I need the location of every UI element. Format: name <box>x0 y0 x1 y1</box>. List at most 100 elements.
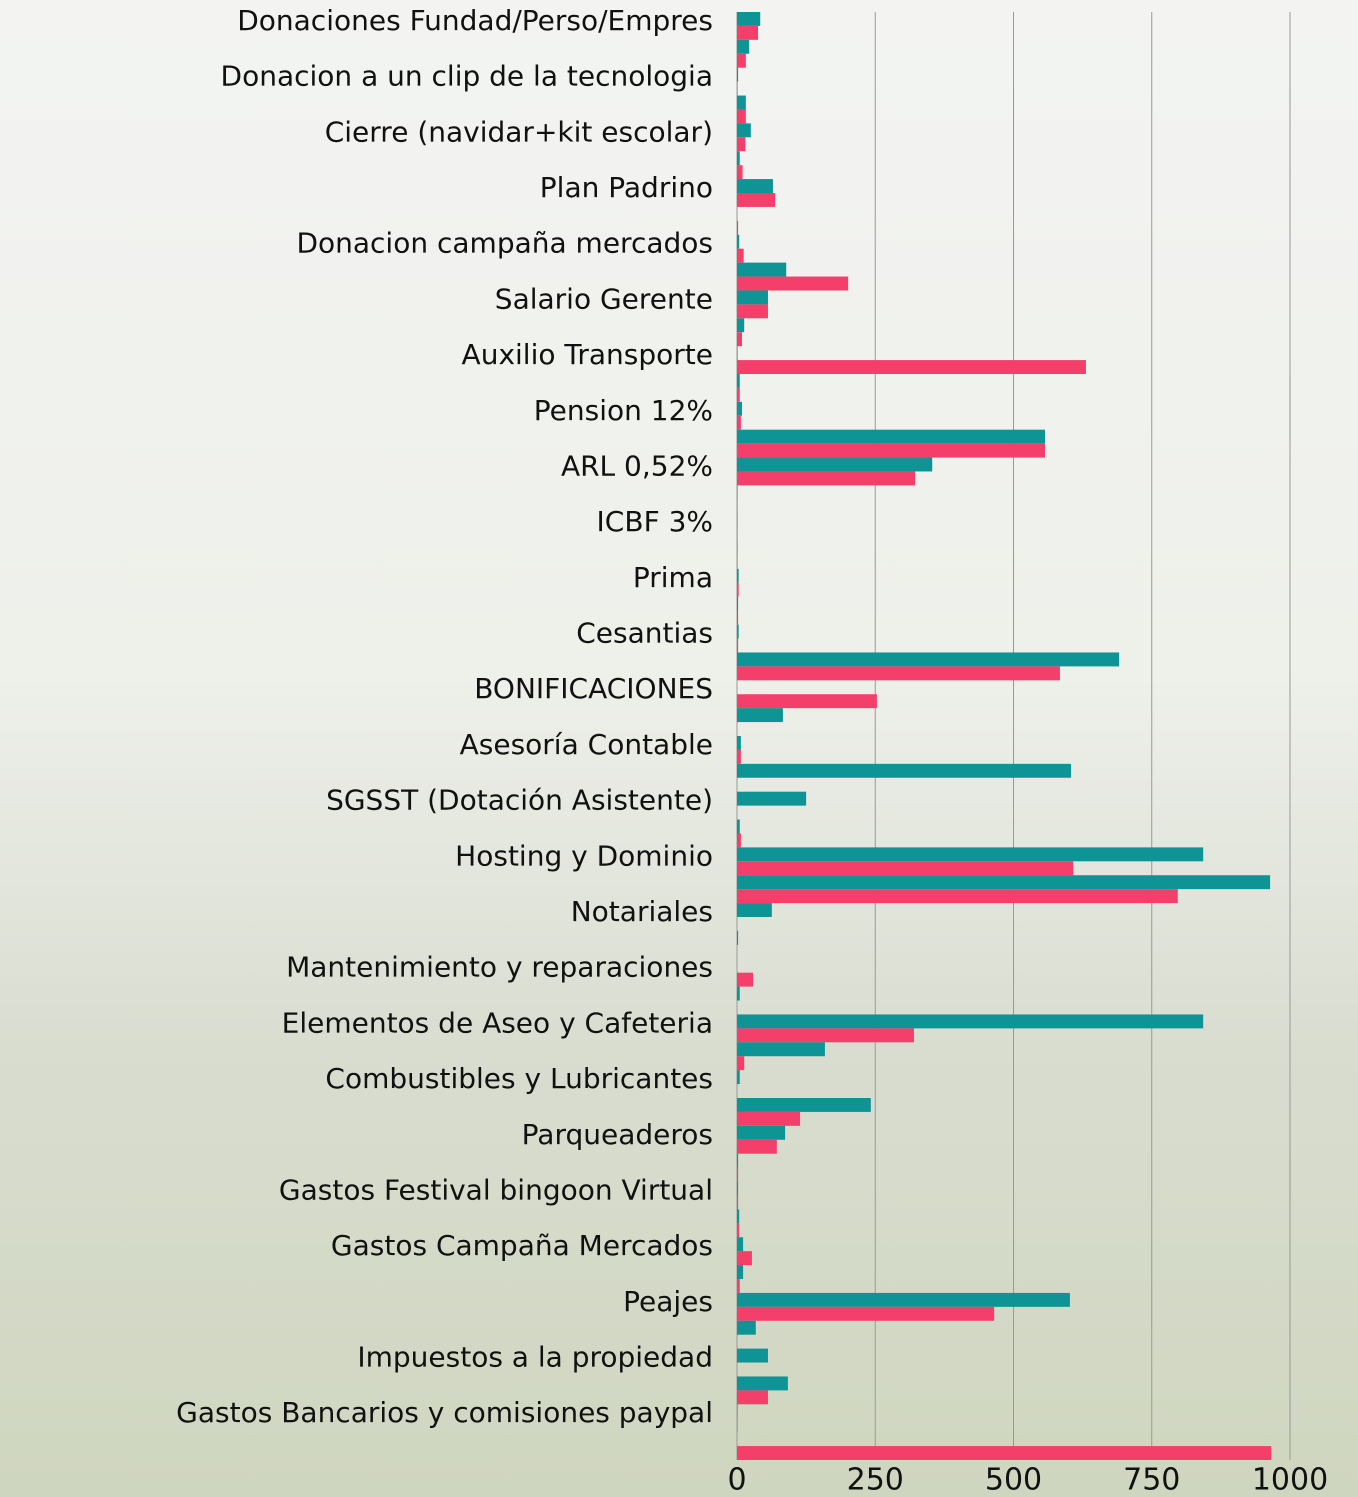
bar <box>737 1349 768 1363</box>
bar <box>737 249 744 263</box>
bar <box>737 541 738 555</box>
bar <box>737 1140 777 1154</box>
y-tick-label: Donacion campaña mercados <box>296 227 713 260</box>
bar <box>737 708 783 722</box>
bar <box>737 1182 738 1196</box>
x-tick-label: 250 <box>847 1463 904 1497</box>
bar <box>737 1321 756 1335</box>
bar <box>737 639 738 653</box>
bar <box>737 792 806 806</box>
bar <box>737 444 1045 458</box>
bar <box>737 583 739 597</box>
bar <box>737 1251 752 1265</box>
bar <box>737 458 932 472</box>
y-tick-label: Notariales <box>571 895 713 928</box>
bar <box>737 1042 825 1056</box>
bar <box>737 430 1045 444</box>
y-tick-label: Impuestos a la propiedad <box>357 1341 713 1374</box>
bar <box>737 485 738 499</box>
bar <box>737 1418 738 1432</box>
bar <box>737 833 741 847</box>
y-tick-label: Donacion a un clip de la tecnologia <box>221 60 713 93</box>
y-tick-label: Plan Padrino <box>540 171 713 204</box>
bar <box>737 527 738 541</box>
bar <box>737 666 1060 680</box>
y-tick-label: Elementos de Aseo y Cafeteria <box>282 1006 713 1039</box>
bar <box>737 346 738 360</box>
bar <box>737 290 768 304</box>
bar <box>737 151 740 165</box>
bar <box>737 1376 788 1390</box>
bar <box>737 750 741 764</box>
bar <box>737 82 738 96</box>
bar <box>737 625 739 639</box>
bar <box>737 1028 914 1042</box>
bar <box>737 402 742 416</box>
y-tick-label: Parqueaderos <box>522 1118 713 1151</box>
bar <box>737 1168 738 1182</box>
bar <box>737 416 741 430</box>
bar <box>737 304 768 318</box>
bar <box>737 360 1086 374</box>
bar <box>737 499 738 513</box>
bar <box>737 597 738 611</box>
bar <box>737 987 740 1001</box>
y-tick-label: SGSST (Dotación Asistente) <box>326 784 713 817</box>
bar <box>737 318 744 332</box>
y-tick-label: Hosting y Dominio <box>455 839 713 872</box>
bar <box>737 277 848 291</box>
bar <box>737 1154 738 1168</box>
bar <box>737 903 772 917</box>
bar <box>737 54 746 68</box>
bar <box>737 179 773 193</box>
bar <box>737 388 740 402</box>
y-tick-label: Donaciones Fundad/Perso/Empres <box>237 4 713 37</box>
bar <box>737 40 749 54</box>
bar <box>737 235 739 249</box>
bar <box>737 193 775 207</box>
bar <box>737 889 1178 903</box>
y-tick-label: Gastos Campaña Mercados <box>331 1229 713 1262</box>
y-tick-label: ICBF 3% <box>597 505 713 538</box>
bar <box>737 1126 785 1140</box>
bar <box>737 123 751 137</box>
x-tick-label: 1000 <box>1252 1463 1328 1497</box>
bar <box>737 165 743 179</box>
x-tick-label: 750 <box>1123 1463 1180 1497</box>
bar <box>737 652 1119 666</box>
bar <box>737 1014 1203 1028</box>
bar <box>737 513 738 527</box>
y-tick-label: Salario Gerente <box>495 282 713 315</box>
bar <box>737 1223 739 1237</box>
bar <box>737 68 738 82</box>
bar <box>737 1446 1271 1460</box>
chart: 02505007501000Donaciones Fundad/Perso/Em… <box>0 0 1358 1497</box>
bar <box>737 875 1270 889</box>
bar <box>737 1390 768 1404</box>
bar <box>737 1237 743 1251</box>
bar <box>737 263 786 277</box>
y-tick-label: Cierre (navidar+kit escolar) <box>325 115 713 148</box>
y-tick-label: Gastos Festival bingoon Virtual <box>279 1173 713 1206</box>
bar <box>737 109 746 123</box>
bar <box>737 694 877 708</box>
bar <box>737 820 740 834</box>
bar <box>737 1056 744 1070</box>
bar <box>737 931 738 945</box>
bar <box>737 332 742 346</box>
y-tick-label: Mantenimiento y reparaciones <box>286 951 713 984</box>
bar <box>737 12 760 26</box>
bar <box>737 764 1071 778</box>
y-tick-label: Auxilio Transporte <box>462 338 713 371</box>
bar <box>737 736 741 750</box>
bar <box>737 1404 738 1418</box>
bar <box>737 374 740 388</box>
bar <box>737 1209 739 1223</box>
y-tick-label: Asesoría Contable <box>460 728 713 761</box>
bar <box>737 569 739 583</box>
x-tick-label: 0 <box>727 1463 746 1497</box>
y-tick-label: Combustibles y Lubricantes <box>325 1062 713 1095</box>
bar <box>737 137 745 151</box>
bar <box>737 1112 800 1126</box>
bar <box>737 1195 738 1209</box>
